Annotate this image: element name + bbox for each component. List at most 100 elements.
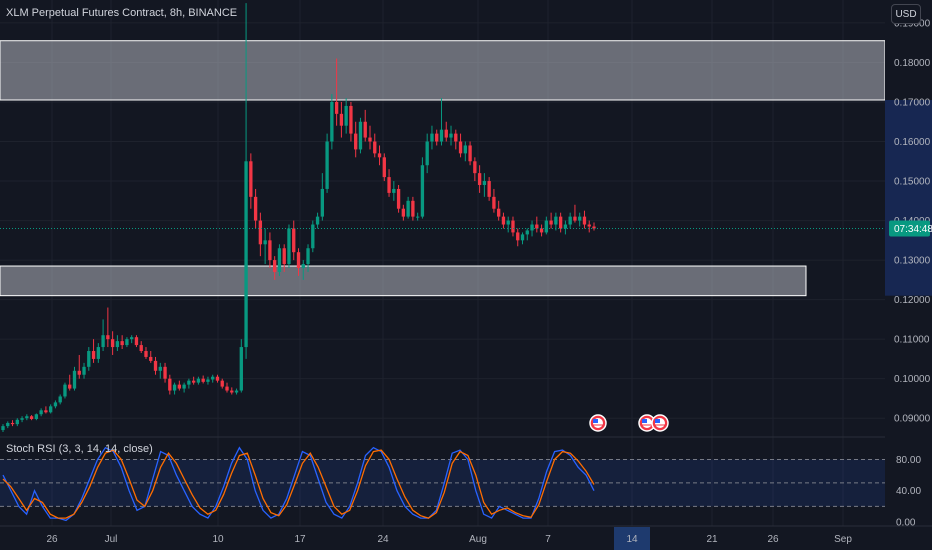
candle [201,375,205,384]
candle-body [34,414,39,420]
time-tick-label: 26 [46,534,58,545]
candle [273,256,277,280]
candle [139,341,143,353]
candle-body [87,351,91,367]
candle [487,177,491,201]
candle-body [91,351,96,359]
candle-body [435,133,439,142]
stoch-tick-label: 40.00 [896,486,921,497]
price-tick-label: 0.13000 [894,256,931,267]
candle-series [0,3,885,433]
candle [406,196,410,219]
candle [544,216,549,235]
candle [115,335,120,352]
candle [249,153,253,209]
candle [87,347,91,371]
candle-body [196,378,201,383]
candle-body [354,133,358,150]
candle [239,339,243,393]
candle-body [315,216,320,225]
event-markers[interactable] [589,414,669,432]
time-axis[interactable]: 26 Jul 10 17 24 Aug 7 14 21 26 Sep [0,525,932,550]
candle [339,101,344,138]
candle [144,347,148,359]
price-tick-label: 0.16000 [894,137,931,148]
lower-support-zone[interactable] [0,265,807,297]
time-tick-label: Sep [834,534,852,545]
currency-button[interactable]: USD [891,4,921,24]
price-tick-label: 0.11000 [894,335,930,346]
zone-layer[interactable] [0,40,886,297]
candle-body [497,208,501,217]
candle [425,133,429,174]
candle-body [530,224,534,231]
candle [468,141,472,166]
candle-body [268,240,272,261]
current-price-time: 07:34:48 [894,224,932,235]
stoch-tick-label: 0.00 [896,518,916,529]
candle-body [487,181,491,197]
candle-body [63,384,67,397]
time-tick-label: 10 [212,534,224,545]
time-tick-label: Aug [469,534,487,545]
candle [44,406,48,414]
candle [377,145,382,166]
candle-body [77,370,81,375]
candle [358,117,363,154]
candle-body [334,101,339,114]
candle-body [458,141,463,154]
candle-body [130,337,134,340]
candle [525,228,529,241]
time-label-highlight [614,527,650,550]
candle [354,121,358,158]
candle [549,212,553,229]
candle-body [449,133,453,138]
price-tick-label: 0.18000 [894,58,931,69]
candle-body [163,366,167,379]
candle [6,421,10,429]
upper-resistance-zone[interactable] [0,40,886,101]
candle-body [587,224,591,227]
time-tick-label: 17 [294,534,306,545]
candle [110,331,115,355]
candle-body [25,416,29,419]
indicator-label[interactable]: Stoch RSI (3, 3, 14, 14, close) [6,443,153,455]
time-tick-label: 26 [767,534,779,545]
candle-body [444,129,448,138]
candle [29,415,34,421]
candle [158,362,162,379]
candle [149,351,153,363]
candle-body [468,145,472,162]
candle-body [10,422,15,425]
candle [253,188,258,229]
candle [444,121,448,142]
us-flag-icon[interactable] [651,414,669,432]
candle-body [96,347,100,359]
candle-body [282,248,286,265]
candle [287,224,291,269]
us-flag-icon[interactable] [589,414,607,432]
candle-body [568,216,572,225]
candle [20,416,24,423]
candle-body [477,173,482,185]
candle-body [473,161,477,174]
time-tick-label: 21 [706,534,718,545]
price-axis[interactable]: 0.190000.180000.170000.160000.150000.140… [885,0,932,529]
candle [263,228,267,265]
candle [177,380,182,391]
candle-body [287,228,291,265]
flag-canton [642,419,647,423]
candle-body [516,232,520,241]
current-price-label: 07:34:48 [889,220,932,237]
stoch-rsi-pane[interactable] [0,446,885,522]
candle-body [20,418,24,420]
time-tick-label: 24 [377,534,389,545]
candle-body [234,390,239,393]
candle [25,414,29,421]
candle [244,3,248,359]
candle [125,337,129,348]
candle-body [39,410,43,415]
candle-body [149,356,153,361]
candle-body [139,345,143,352]
